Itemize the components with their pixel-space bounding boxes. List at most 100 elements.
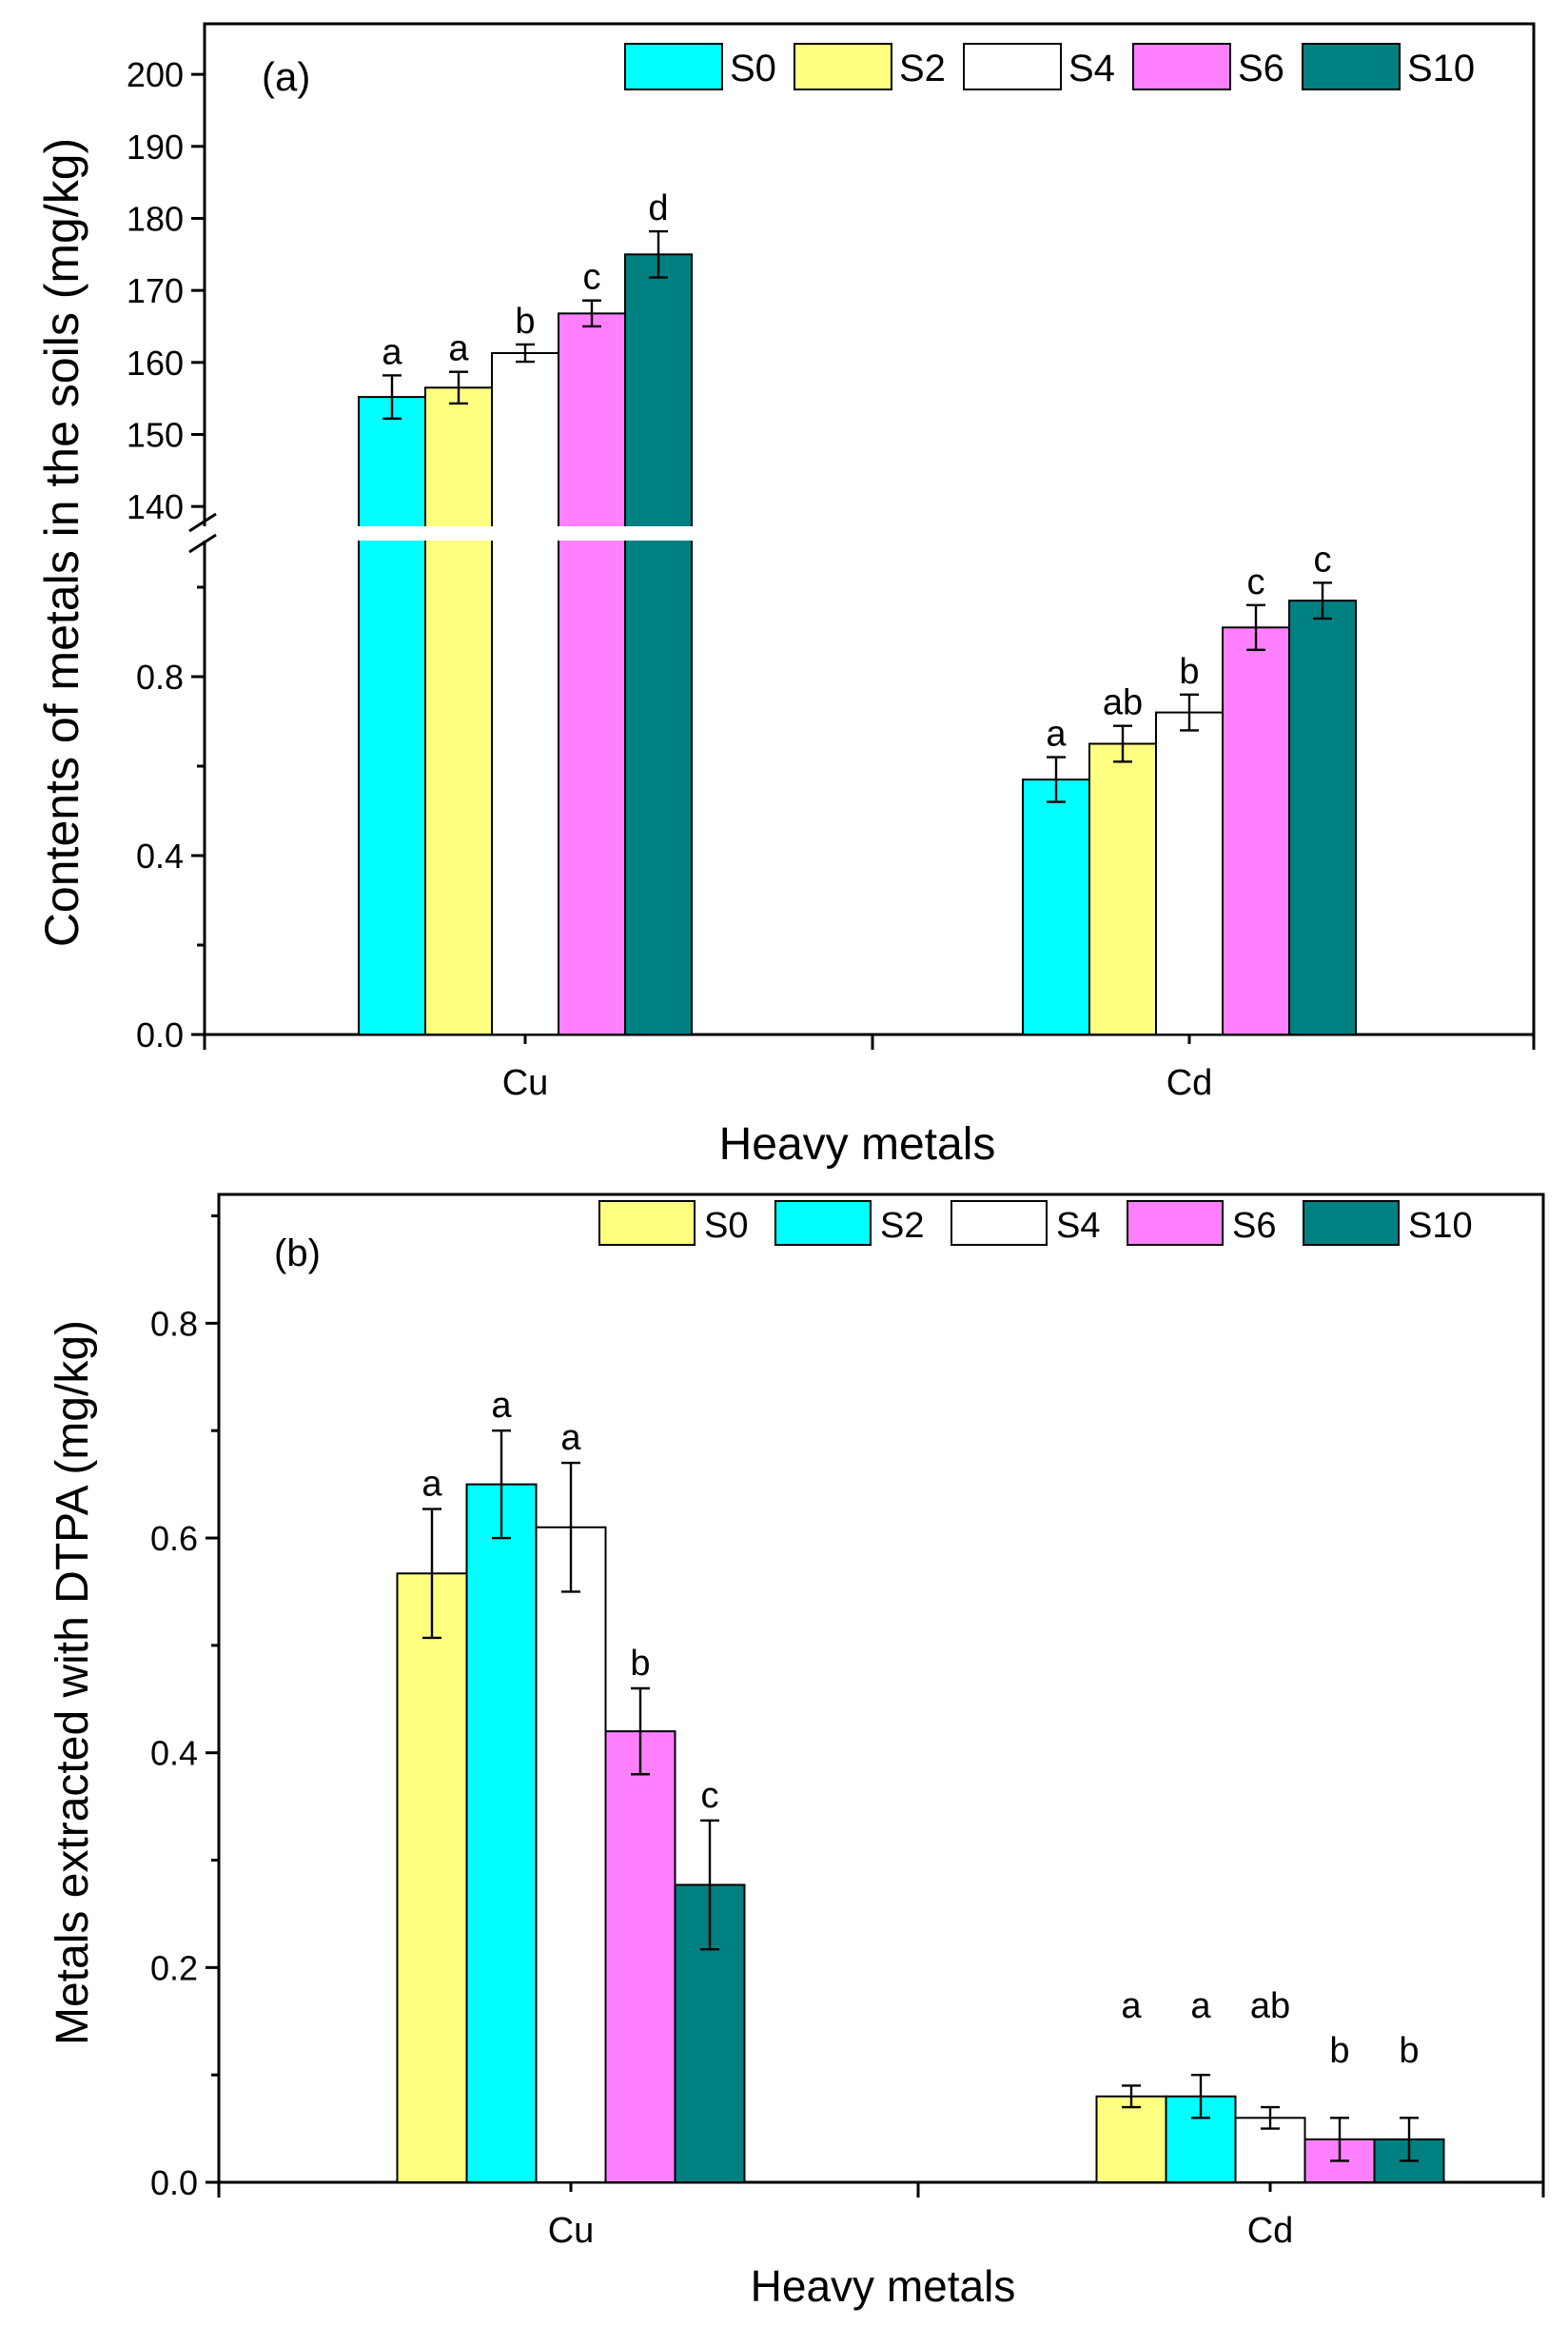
panel-b-legend-label: S4	[1056, 1206, 1100, 1246]
panel-a-error-bar	[1047, 756, 1066, 803]
panel-a-y-tick-label: 140	[127, 487, 184, 526]
panel-a-label: (a)	[262, 54, 310, 99]
panel-b-significance-letter: b	[1329, 2031, 1349, 2071]
panel-a-significance-letter: a	[1046, 715, 1067, 755]
panel-b-plot-frame	[217, 1193, 1545, 2184]
panel-a-significance-letter: a	[382, 332, 402, 372]
panel-b-category-label: Cu	[548, 2211, 595, 2251]
panel-a-category-label: Cd	[1166, 1063, 1213, 1103]
panel-a-bar-s0	[358, 396, 426, 1035]
panel-a-y-tick-label: 160	[127, 344, 184, 383]
panel-a-significance-letter: ab	[1103, 683, 1143, 723]
panel-b-legend-swatch-s0	[598, 1200, 696, 1246]
panel-b-bar-s2	[465, 1483, 538, 2184]
panel-b-error-bar	[422, 1508, 441, 1640]
panel-b-significance-letter: a	[560, 1418, 581, 1458]
panel-b-legend-swatch-s4	[951, 1200, 1048, 1246]
panel-b-bar-s4	[535, 1526, 607, 2183]
panel-b-significance-letter: b	[630, 1644, 650, 1684]
panel-a-axis-break-mark	[188, 533, 217, 554]
panel-a-y-tick-label: 0.4	[136, 837, 184, 876]
panel-a-bar-s4	[1155, 711, 1224, 1035]
panel-a-chart: Contents of metals in the soils (mg/kg) …	[35, 22, 1536, 1170]
panel-a-significance-letter: c	[583, 258, 601, 298]
panel-b-y-tick-label: 0.0	[150, 2163, 198, 2202]
panel-a-bar-s10	[1288, 600, 1357, 1035]
panel-a-legend-label: S6	[1238, 48, 1284, 89]
panel-a-axis-break-gap	[193, 526, 916, 541]
panel-a-error-bar	[1246, 603, 1265, 651]
panel-b-y-axis-label: Metals extracted with DTPA (mg/kg)	[48, 1320, 98, 2045]
panel-a-bar-s6	[558, 312, 626, 1035]
panel-a-error-bar	[449, 370, 468, 405]
panel-a-category-label: Cu	[502, 1063, 549, 1103]
panel-b-x-axis-label: Heavy metals	[751, 2261, 1016, 2311]
panel-a-bar-s0	[1022, 779, 1090, 1035]
panel-b-y-tick-label: 0.4	[150, 1734, 198, 1773]
panel-a-legend-swatch-s4	[963, 43, 1062, 90]
panel-a-error-bar	[1180, 693, 1199, 732]
panel-a-significance-letter: d	[648, 188, 668, 228]
panel-b-significance-letter: c	[701, 1776, 719, 1816]
panel-a-y-tick-label: 190	[127, 128, 184, 167]
panel-a-legend-label: S0	[730, 48, 776, 89]
panel-a-y-tick-label: 0.8	[136, 658, 184, 697]
panel-a-error-bar	[1113, 724, 1132, 763]
panel-a-error-bar	[382, 374, 402, 421]
panel-a-significance-letter: b	[1179, 652, 1199, 692]
panel-b-error-bar	[1400, 2117, 1419, 2162]
panel-b-error-bar	[1191, 2073, 1210, 2119]
panel-b-error-bar	[700, 1819, 719, 1951]
panel-b-y-tick-label: 0.2	[150, 1948, 198, 1987]
panel-b-bar-s0	[396, 1572, 468, 2184]
panel-b-bar-s0	[1095, 2095, 1167, 2183]
panel-a-y-tick-label: 0.0	[136, 1015, 184, 1055]
panel-a-legend-label: S2	[899, 48, 946, 89]
panel-a-significance-letter: a	[448, 329, 469, 369]
panel-b-error-bar	[1122, 2084, 1141, 2109]
panel-a-legend-label: S10	[1407, 48, 1475, 89]
panel-a-bar-s6	[1222, 626, 1290, 1035]
panel-a-error-bar	[649, 229, 668, 279]
panel-a-bar-s2	[1088, 742, 1157, 1035]
panel-a-significance-letter: c	[1247, 562, 1265, 602]
panel-b-legend-swatch-s2	[774, 1200, 872, 1246]
panel-a-y-tick-label: 150	[127, 415, 184, 454]
panel-b-y-tick-label: 0.8	[150, 1304, 198, 1343]
panel-b-significance-letter: ab	[1250, 1986, 1290, 2026]
panel-b-label: (b)	[274, 1232, 321, 1274]
panel-a-y-tick-label: 170	[127, 271, 184, 310]
panel-b-category-label: Cd	[1247, 2211, 1294, 2251]
panel-b-significance-letter: a	[1121, 1986, 1142, 2026]
panel-a-y-tick-label: 180	[127, 199, 184, 238]
panel-b-significance-letter: b	[1399, 2031, 1419, 2071]
panel-b-significance-letter: a	[1190, 1986, 1211, 2026]
panel-a-y-tick-label: 200	[127, 55, 184, 94]
panel-a-significance-letter: c	[1314, 540, 1332, 580]
panel-a-y-axis-label: Contents of metals in the soils (mg/kg)	[35, 138, 88, 947]
panel-b-significance-letter: a	[421, 1465, 442, 1505]
panel-b-legend-label: S0	[704, 1206, 748, 1246]
panel-b-legend-label: S2	[880, 1206, 924, 1246]
panel-a-axis-break-mark	[188, 512, 217, 533]
panel-b-error-bar	[492, 1429, 511, 1540]
panel-b-error-bar	[631, 1686, 650, 1776]
panel-b-legend-label: S6	[1232, 1206, 1276, 1246]
panel-b-significance-letter: a	[491, 1386, 512, 1426]
panel-a-significance-letter: b	[515, 302, 535, 342]
panel-a-bar-s10	[624, 253, 693, 1036]
panel-a-x-axis-label: Heavy metals	[719, 1119, 996, 1170]
panel-b-error-bar	[561, 1461, 580, 1593]
panel-b-bar-s6	[604, 1730, 676, 2184]
panel-a-legend-swatch-s6	[1132, 43, 1231, 90]
panel-a-error-bar	[1313, 582, 1332, 621]
panel-a-legend-swatch-s0	[624, 43, 723, 90]
panel-a-bar-s2	[424, 386, 493, 1035]
panel-a-legend-label: S4	[1068, 48, 1115, 89]
panel-b-chart: Metals extracted with DTPA (mg/kg) Heavy…	[48, 1193, 1545, 2311]
panel-a-error-bar	[516, 343, 535, 364]
panel-b-legend-label: S10	[1408, 1206, 1473, 1246]
panel-b-error-bar	[1261, 2105, 1280, 2130]
panel-a-legend-swatch-s2	[794, 43, 892, 90]
